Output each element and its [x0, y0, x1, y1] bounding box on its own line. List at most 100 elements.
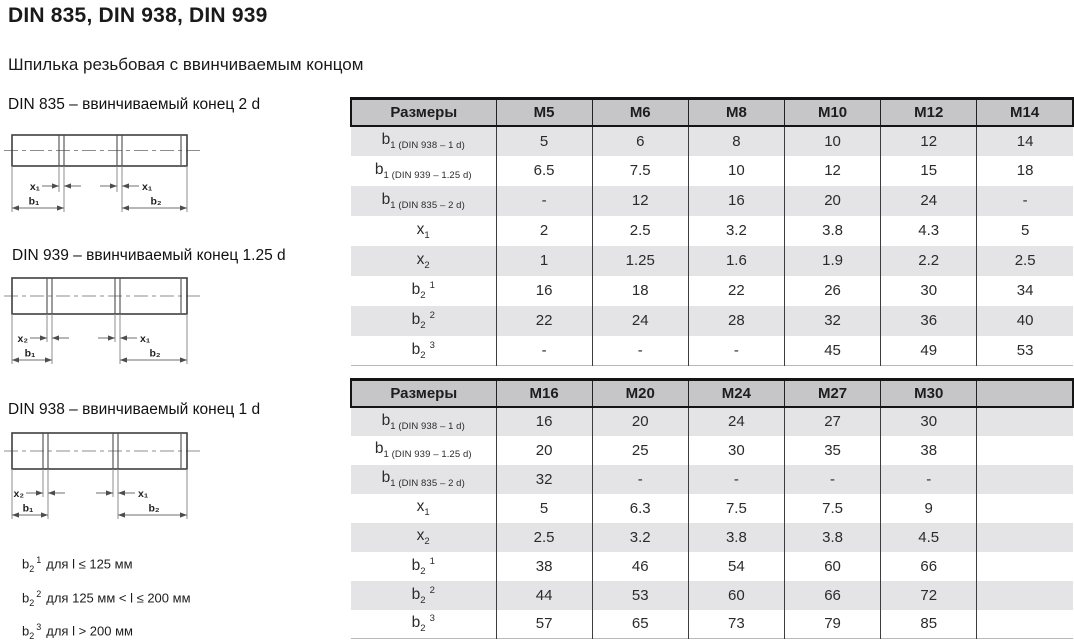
value-cell: 24 — [687, 406, 785, 436]
value-cell: 10 — [687, 155, 785, 186]
column-header: M6 — [591, 98, 689, 126]
value-cell: 7.5 — [591, 155, 689, 186]
value-cell: 16 — [495, 275, 593, 306]
value-cell: 5 — [976, 215, 1073, 246]
value-cell: - — [591, 335, 689, 366]
value-cell: 8 — [687, 125, 785, 156]
value-cell: - — [880, 464, 977, 494]
value-cell: 2.5 — [495, 522, 593, 552]
value-cell: 30 — [880, 406, 977, 436]
value-cell: 1.9 — [783, 245, 881, 276]
value-cell: 30 — [687, 435, 785, 465]
value-cell: 4.5 — [880, 522, 977, 552]
value-cell: - — [976, 185, 1073, 216]
value-cell: 35 — [783, 435, 881, 465]
column-header: M10 — [783, 98, 881, 126]
dim-label-x-right: x₁ — [138, 488, 148, 500]
value-cell — [976, 493, 1073, 523]
column-header — [976, 379, 1074, 407]
value-cell — [976, 435, 1073, 465]
row-label: b21 — [411, 555, 435, 577]
row-label: b1 (DIN 835 – 2 d) — [381, 190, 465, 211]
value-cell — [976, 551, 1073, 581]
value-cell: 3.2 — [687, 215, 785, 246]
table-row: x2 1 1.25 1.6 1.9 2.2 2.5 — [351, 245, 1073, 276]
value-cell: 5 — [495, 125, 593, 156]
value-cell: 7.5 — [783, 493, 881, 523]
value-cell: 24 — [880, 185, 977, 216]
value-cell: 18 — [591, 275, 689, 306]
value-cell: 22 — [687, 275, 785, 306]
column-header: M12 — [880, 98, 977, 126]
value-cell: 22 — [495, 305, 593, 336]
column-header: M27 — [783, 379, 881, 407]
table-row: b21 16 18 22 26 30 34 — [351, 275, 1073, 306]
value-cell: 32 — [783, 305, 881, 336]
value-cell: 57 — [495, 609, 593, 639]
dim-label-x-left: x₂ — [13, 488, 24, 500]
value-cell: 16 — [687, 185, 785, 216]
table-row: b22 22 24 28 32 36 40 — [351, 305, 1073, 336]
value-cell: 7.5 — [687, 493, 785, 523]
row-label: x1 — [416, 498, 430, 518]
dimensions-table-m5-m14: Размеры M5 M6 M8 M10 M12 M14 b1 (DIN 938 – 1 d)… — [350, 97, 1074, 366]
row-label: b1 (DIN 938 – 1 d) — [381, 131, 465, 151]
table-row: b1 (DIN 939 – 1.25 d) 20 25 30 35 38 — [351, 435, 1073, 465]
value-cell: 12 — [880, 125, 977, 156]
din939-stud-drawing: x₂ x₁ b₁ b₂ — [4, 277, 200, 364]
din938-stud-drawing: x₂ x₁ b₁ b₂ — [4, 432, 200, 519]
value-cell: 12 — [591, 185, 689, 216]
value-cell: 12 — [783, 155, 881, 186]
value-cell: 66 — [880, 551, 977, 581]
table-row: b23 57 65 73 79 85 — [351, 609, 1073, 639]
value-cell: 40 — [976, 305, 1073, 336]
value-cell: - — [495, 185, 593, 216]
footnote-text: для l > 200 мм — [46, 623, 133, 639]
value-cell: 36 — [880, 305, 977, 336]
table-row: b23- - -45 49 53 — [351, 335, 1073, 366]
value-cell: 27 — [783, 406, 881, 436]
value-cell: 66 — [783, 580, 881, 610]
value-cell: 45 — [783, 335, 881, 366]
value-cell: - — [687, 335, 785, 366]
value-cell: 46 — [591, 551, 689, 581]
value-cell: 9 — [880, 493, 977, 523]
dimensions-table-m16-m30: Размеры M16 M20 M24 M27 M30 b1 (DIN 938 – 1 d)… — [350, 378, 1074, 639]
value-cell: 20 — [495, 435, 593, 465]
dim-label-b1: b₁ — [23, 503, 34, 515]
row-label: b1 (DIN 938 – 1 d) — [381, 411, 465, 432]
dim-label-b2: b₂ — [148, 503, 159, 515]
footnote-b2-1: b21 для l ≤ 125 мм — [22, 555, 133, 574]
value-cell: 3.2 — [591, 522, 689, 552]
column-header: M5 — [495, 98, 593, 126]
value-cell: 2 — [495, 215, 593, 246]
dim-label-b2: b₂ — [150, 196, 161, 208]
column-header: M16 — [495, 379, 593, 407]
row-label: x2 — [416, 250, 430, 271]
value-cell: 2.5 — [976, 245, 1073, 276]
column-header: M8 — [687, 98, 785, 126]
value-cell — [976, 580, 1073, 610]
dim-label-b1: b₁ — [25, 348, 36, 360]
footnote-text: для 125 мм < l ≤ 200 мм — [46, 590, 191, 606]
value-cell: 1 — [495, 245, 593, 276]
value-cell: 14 — [976, 125, 1073, 156]
value-cell: 60 — [687, 580, 785, 610]
table-header-row: Размеры M5 M6 M8 M10 M12 M14 — [350, 98, 1074, 126]
column-header: Размеры — [350, 98, 496, 126]
dim-label-x-left: x₁ — [30, 181, 40, 193]
value-cell: - — [495, 335, 593, 366]
value-cell: 30 — [880, 275, 977, 306]
value-cell: 15 — [880, 155, 977, 186]
value-cell: 4.3 — [880, 215, 977, 246]
footnote-b2-2: b22 для 125 мм < l ≤ 200 мм — [22, 589, 191, 608]
value-cell: 3.8 — [783, 215, 881, 246]
value-cell: - — [591, 464, 689, 494]
row-label: x1 — [416, 220, 430, 241]
value-cell: 85 — [880, 609, 977, 639]
value-cell — [976, 609, 1073, 639]
drawing-caption-din938: DIN 938 – ввинчиваемый конец 1 d — [8, 401, 261, 418]
value-cell: - — [783, 464, 881, 494]
value-cell: 24 — [591, 305, 689, 336]
column-header: Размеры — [350, 379, 496, 407]
